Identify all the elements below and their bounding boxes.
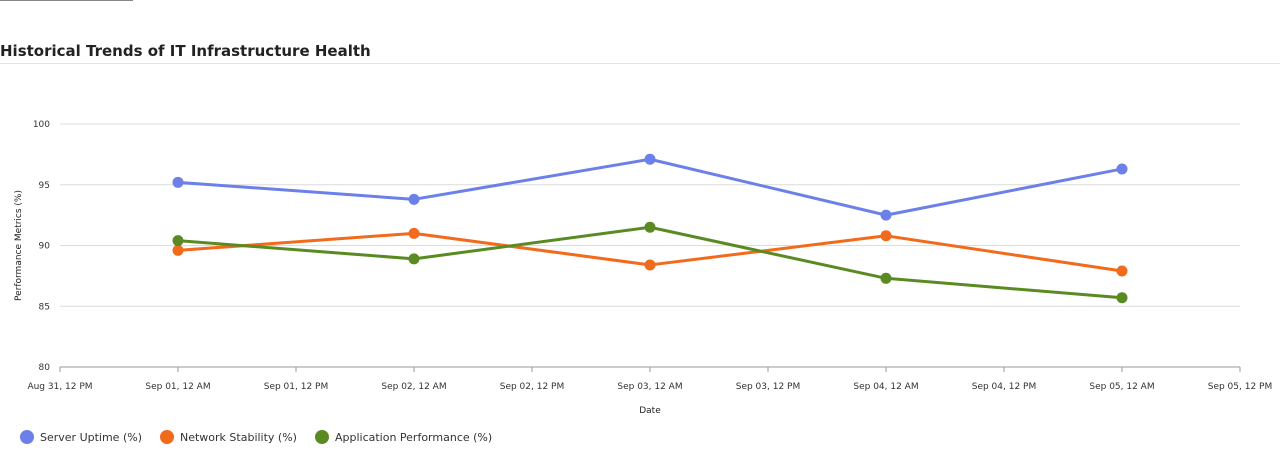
x-tick-label: Sep 05, 12 AM <box>1089 382 1154 392</box>
data-point <box>408 193 420 205</box>
x-tick-label: Sep 01, 12 AM <box>145 382 210 392</box>
y-tick-label: 95 <box>39 181 50 191</box>
legend-label: Application Performance (%) <box>334 430 493 444</box>
legend-label: Server Uptime (%) <box>40 430 142 444</box>
data-point <box>172 176 184 188</box>
data-point <box>880 272 892 284</box>
legend-item[interactable]: Server Uptime (%) <box>20 430 142 444</box>
title-divider <box>0 63 1280 64</box>
chart-title: Historical Trends of IT Infrastructure H… <box>0 42 371 60</box>
data-point <box>644 221 656 233</box>
y-tick-label: 90 <box>39 242 51 252</box>
x-tick-label: Sep 02, 12 AM <box>381 382 446 392</box>
x-tick-label: Sep 03, 12 AM <box>617 382 682 392</box>
y-tick-label: 100 <box>33 120 50 130</box>
series-line <box>177 157 1123 217</box>
x-axis-title: Date <box>639 406 661 416</box>
y-axis-title: Performance Metrics (%) <box>14 190 24 301</box>
legend-label: Network Stability (%) <box>180 430 297 444</box>
data-point <box>1116 163 1128 175</box>
legend-item[interactable]: Application Performance (%) <box>314 430 493 444</box>
data-point <box>880 209 892 221</box>
data-point <box>1116 292 1128 304</box>
chart-legend: Server Uptime (%) Network Stability (%) Ap… <box>20 430 492 444</box>
legend-item[interactable]: Network Stability (%) <box>160 430 297 444</box>
x-tick-label: Sep 05, 12 PM <box>1208 382 1273 392</box>
data-point <box>408 227 420 239</box>
x-tick-label: Sep 02, 12 PM <box>500 382 565 392</box>
legend-swatch <box>160 430 174 444</box>
data-point <box>644 153 656 165</box>
x-tick-label: Aug 31, 12 PM <box>27 382 92 392</box>
data-point <box>880 230 892 242</box>
data-point <box>408 253 420 265</box>
y-tick-label: 85 <box>39 302 50 312</box>
tab-underline <box>0 0 133 1</box>
data-point <box>172 244 184 256</box>
x-tick-label: Sep 03, 12 PM <box>736 382 801 392</box>
data-point <box>1116 265 1128 277</box>
y-tick-label: 80 <box>39 363 51 373</box>
legend-swatch <box>314 430 329 444</box>
x-tick-label: Sep 04, 12 PM <box>972 382 1037 392</box>
x-tick-label: Sep 01, 12 PM <box>264 382 329 392</box>
legend-swatch <box>20 430 34 444</box>
data-point <box>172 235 184 247</box>
data-point <box>644 259 656 271</box>
x-tick-label: Sep 04, 12 AM <box>853 382 918 392</box>
